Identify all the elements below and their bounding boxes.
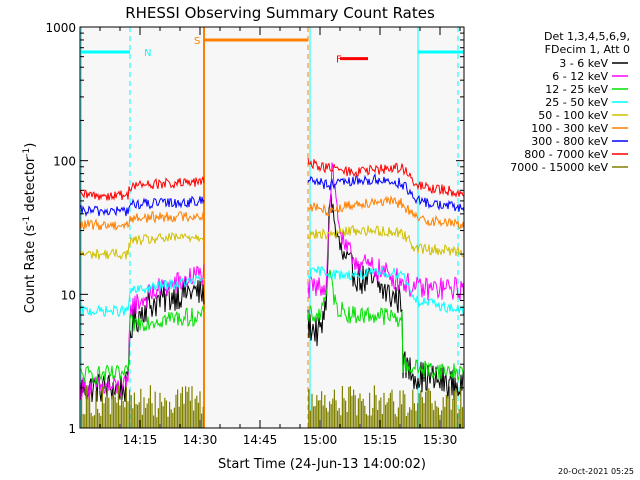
legend-label-2: 12 - 25 keV [545, 83, 608, 96]
plot-background [80, 27, 464, 428]
legend-label-4: 50 - 100 keV [538, 109, 608, 122]
legend-label-7: 800 - 7000 keV [524, 148, 608, 161]
axes-frame [79, 26, 465, 429]
y-axis-label: Count Rate (s-1 detector-1) [22, 143, 38, 314]
legend-label-5: 100 - 300 keV [531, 122, 608, 135]
x-tick-label-3: 15:00 [303, 433, 338, 447]
series-line-4 [80, 224, 464, 261]
series-group [80, 157, 464, 428]
annotation-label-0: N [144, 48, 151, 59]
legend-label-1: 6 - 12 keV [552, 70, 608, 83]
series-line-0 [80, 193, 464, 402]
x-axis-label: Start Time (24-Jun-13 14:00:02) [218, 457, 426, 472]
y-tick-label-2: 100 [53, 155, 76, 169]
legend-label-8: 7000 - 15000 keV [510, 161, 608, 174]
chart-title: RHESSI Observing Summary Count Rates [125, 4, 435, 22]
y-tick-label-1: 10 [61, 288, 76, 302]
series-line-3 [80, 265, 464, 318]
x-tick-label-5: 15:30 [423, 433, 458, 447]
x-tick-label-2: 14:45 [243, 433, 278, 447]
legend-header-1: FDecim 1, Att 0 [545, 43, 630, 56]
series-line-8 [80, 385, 463, 428]
y-tick-label-0: 1 [68, 422, 76, 436]
plot-area: N S F 14:15 14:30 14:45 15:00 15:15 15:30 1 10 100 1… [45, 21, 465, 447]
legend-label-0: 3 - 6 keV [559, 57, 608, 70]
x-tick-label-4: 15:15 [363, 433, 398, 447]
legend-label-3: 25 - 50 keV [545, 96, 608, 109]
series-line-7 [80, 157, 464, 201]
legend: Det 1,3,4,5,6,9,FDecim 1, Att 03 - 6 keV… [510, 30, 630, 174]
annotation-label-1: S [194, 36, 200, 47]
x-tick-label-1: 14:30 [183, 433, 218, 447]
legend-header-0: Det 1,3,4,5,6,9, [544, 30, 630, 43]
footer-date: 20-Oct-2021 05:25 [558, 467, 634, 476]
series-line-5 [80, 195, 464, 232]
annotation-label-2: F [336, 55, 342, 66]
series-line-6 [80, 173, 464, 217]
series-line-2 [80, 269, 464, 384]
y-tick-label-3: 1000 [45, 21, 76, 35]
x-tick-label-0: 14:15 [123, 433, 158, 447]
legend-label-6: 300 - 800 keV [531, 135, 608, 148]
